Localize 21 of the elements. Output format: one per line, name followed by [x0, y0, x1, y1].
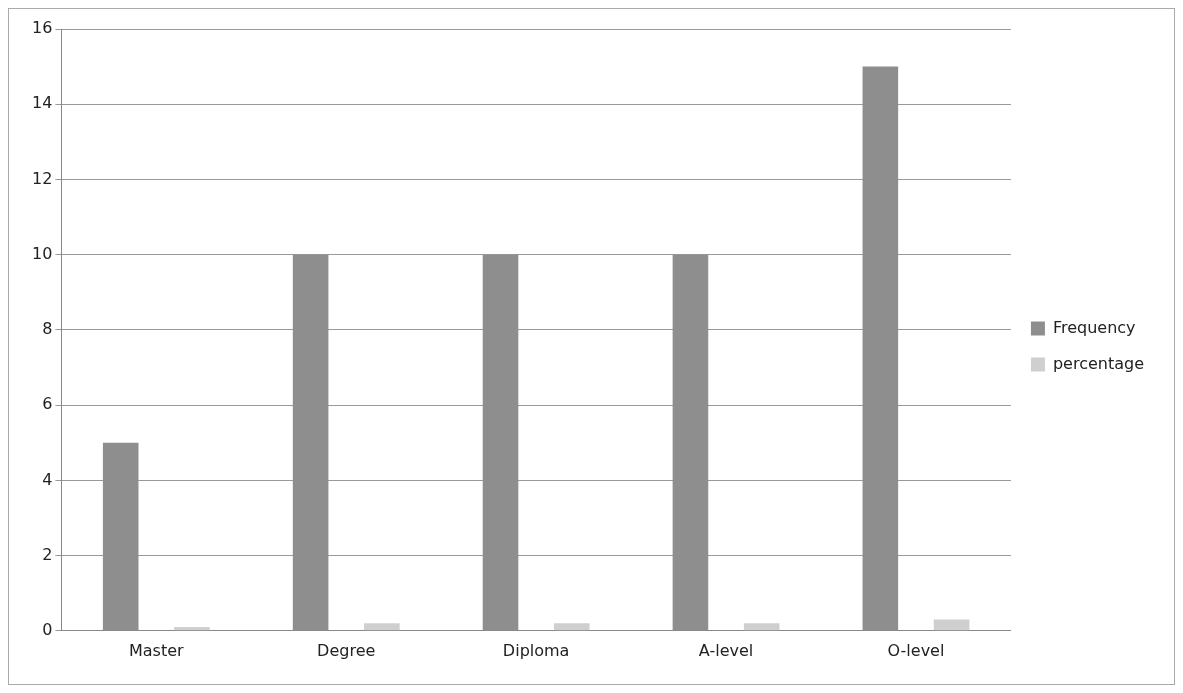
legend-label: Frequency — [1052, 317, 1136, 337]
bar — [174, 627, 210, 631]
bar — [743, 623, 780, 631]
y-tick-label: 12 — [32, 168, 53, 188]
legend-label: percentage — [1052, 353, 1145, 373]
x-tick-label: Degree — [317, 640, 376, 660]
y-tick-label: 6 — [42, 394, 53, 414]
x-tick-label: A-level — [698, 640, 754, 660]
x-tick-label: Diploma — [502, 640, 570, 660]
y-tick-label: 4 — [42, 469, 53, 489]
bar — [933, 619, 970, 631]
x-tick-label: Master — [128, 640, 185, 660]
y-tick-label: 14 — [32, 93, 53, 113]
y-tick-label: 0 — [42, 619, 53, 639]
y-tick-label: 10 — [32, 243, 53, 263]
x-tick-label: O-level — [887, 640, 945, 660]
y-tick-label: 2 — [42, 544, 53, 564]
bar — [553, 623, 590, 631]
y-tick-label: 8 — [42, 319, 53, 339]
y-tick-label: 16 — [32, 18, 53, 38]
bar — [364, 623, 400, 631]
